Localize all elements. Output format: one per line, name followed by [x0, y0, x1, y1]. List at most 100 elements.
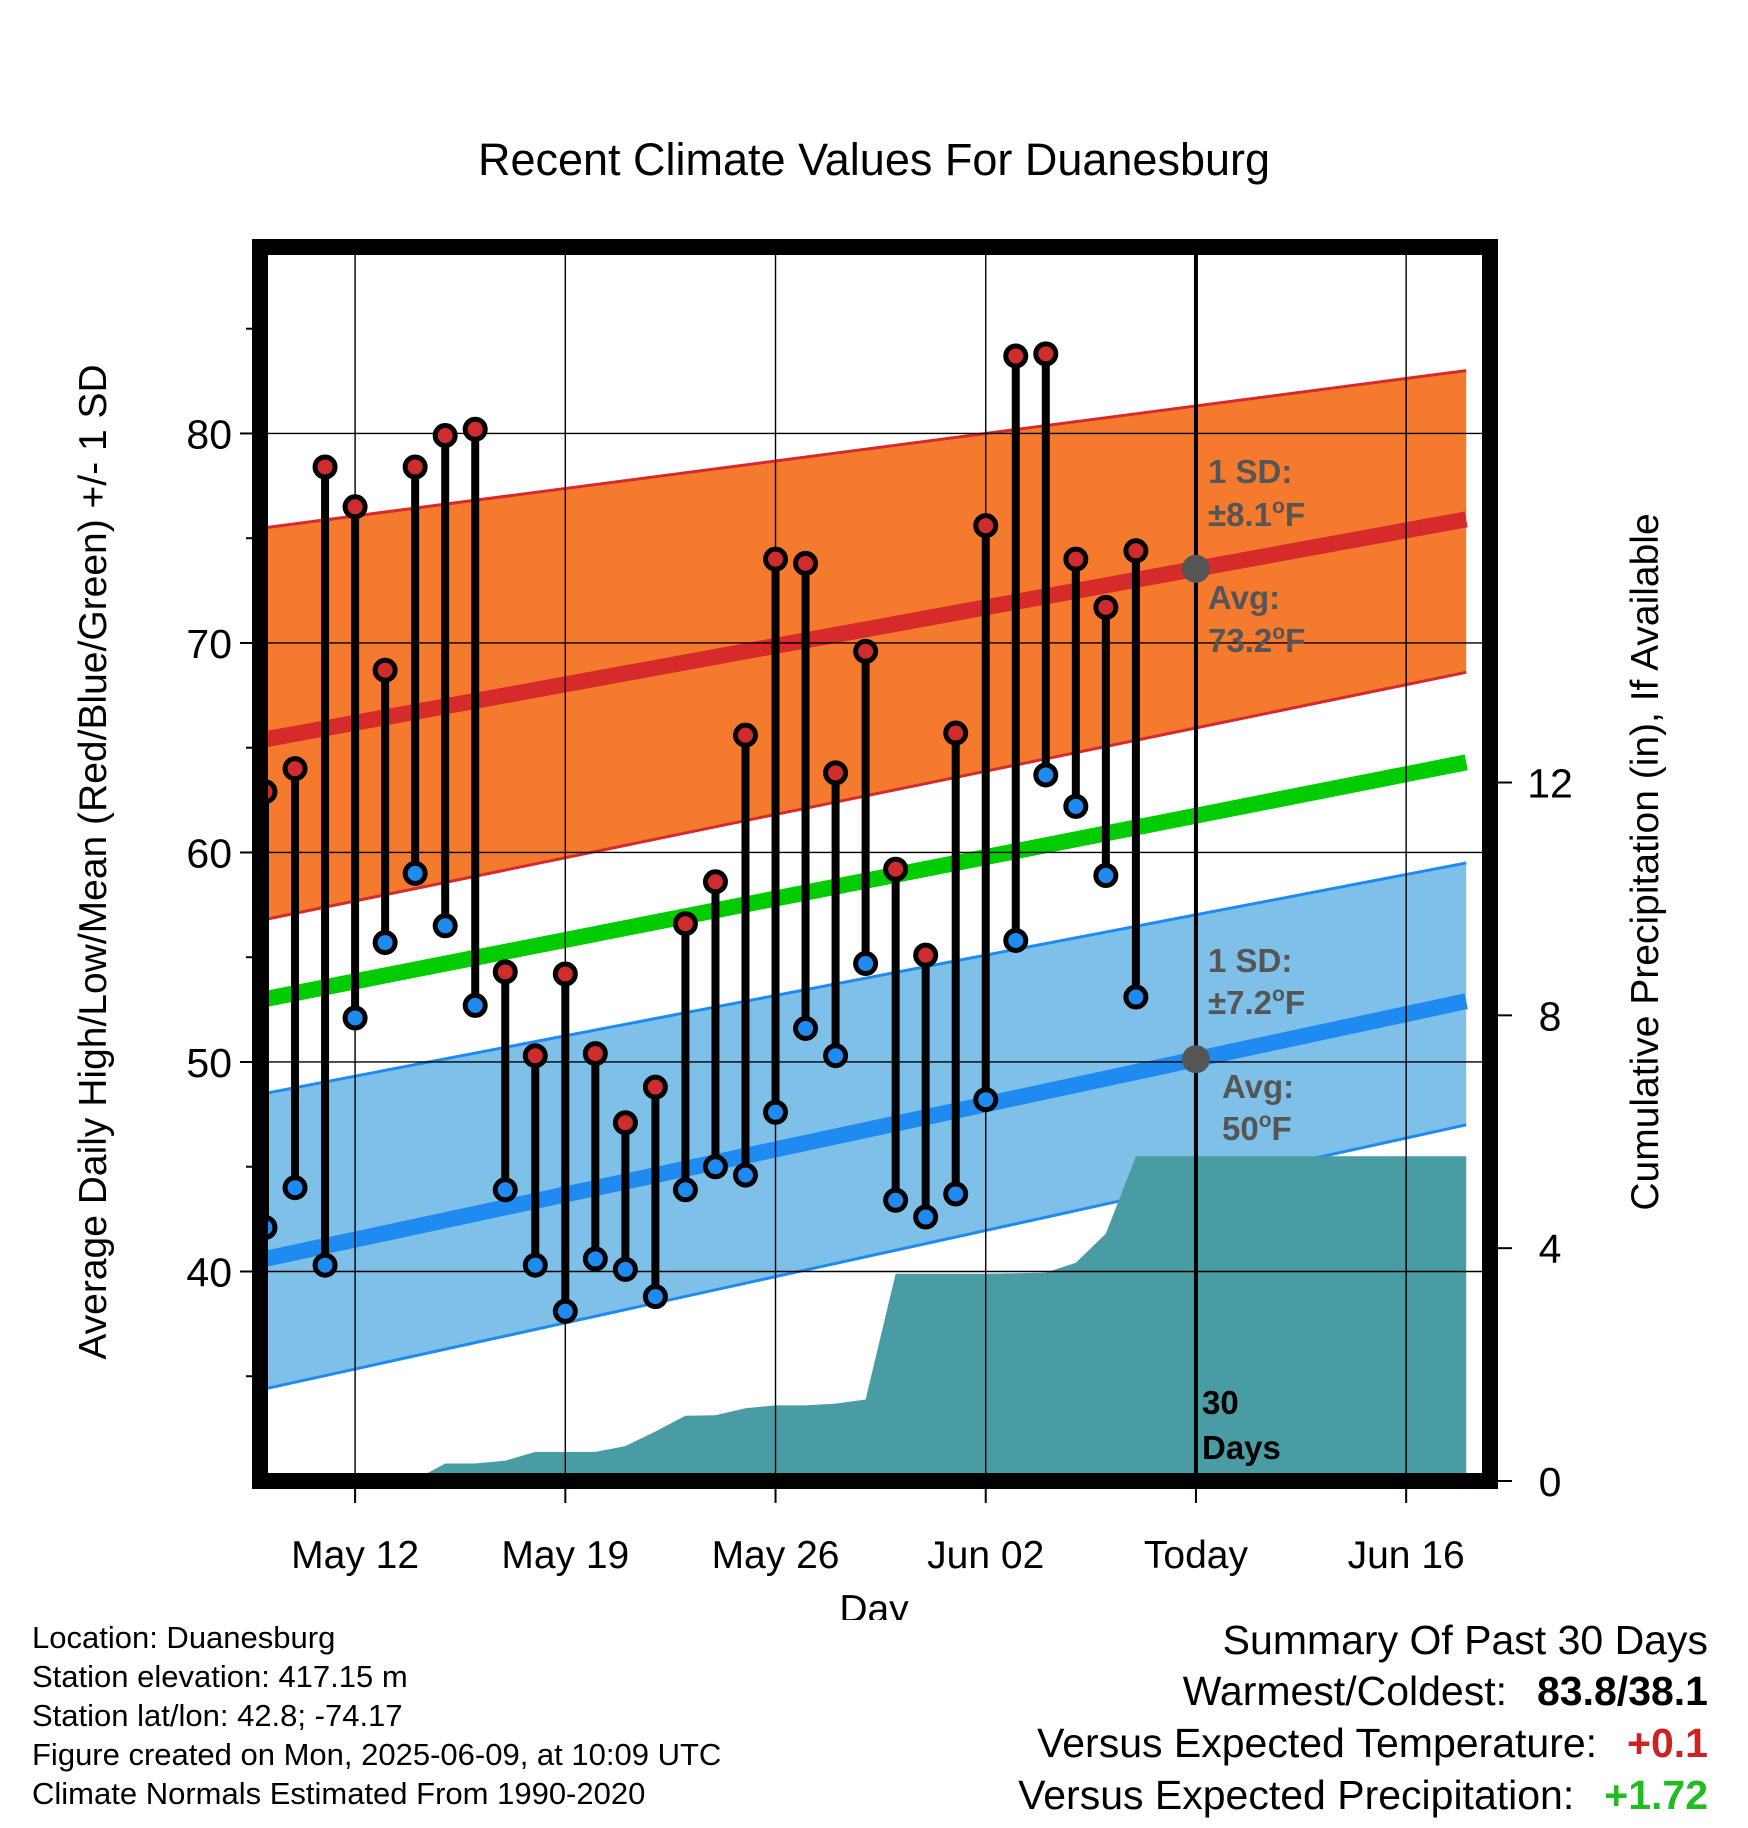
daily-high-point: [732, 722, 758, 748]
daily-high-point: [342, 494, 368, 520]
created-text: Figure created on Mon, 2025-06-09, at 10…: [32, 1737, 722, 1772]
y2-axis-label: Cumulative Precipitation (in), If Availa…: [1624, 513, 1667, 1210]
daily-high-point: [462, 416, 488, 442]
daily-low-point: [793, 1015, 819, 1041]
warmest-value: 83.8/38.1: [1537, 1668, 1708, 1714]
temp-diff-value: +0.1: [1627, 1720, 1708, 1766]
x-tick-label: May 19: [501, 1534, 629, 1577]
precip-diff-value: +1.72: [1604, 1772, 1708, 1818]
chart-title: Recent Climate Values For Duanesburg: [478, 134, 1270, 185]
x-axis-label: Day: [839, 1588, 909, 1620]
daily-low-point: [402, 860, 428, 886]
daily-low-point: [462, 992, 488, 1018]
summary-title: Summary Of Past 30 Days: [1222, 1617, 1708, 1663]
x-tick-label: May 12: [291, 1534, 419, 1577]
plot-frame: [252, 239, 1498, 1489]
y2-tick-label: 4: [1539, 1226, 1562, 1272]
average-high-line: [263, 511, 1468, 748]
daily-high-point: [1093, 594, 1119, 620]
daily-low-point: [522, 1252, 548, 1278]
daily-high-point: [883, 856, 909, 882]
x-tick-label: Jun 16: [1348, 1534, 1465, 1577]
cumulative-precip-area: [325, 1156, 1467, 1481]
high-sd-label: 1 SD:: [1208, 453, 1292, 490]
daily-high-point: [913, 942, 939, 968]
daily-low-point: [1033, 762, 1059, 788]
daily-low-point: [582, 1246, 608, 1272]
days-count-number: 30: [1202, 1384, 1239, 1421]
daily-high-point: [1003, 343, 1029, 369]
temp-diff-label: Versus Expected Temperature:: [1037, 1720, 1598, 1766]
elevation-text: Station elevation: 417.15 m: [32, 1659, 408, 1694]
daily-low-point: [1063, 793, 1089, 819]
low-sd-upper-line: [264, 861, 1467, 1095]
daily-high-point: [552, 961, 578, 987]
high-sd-value: ±8.1oF: [1208, 495, 1305, 533]
daily-high-point: [582, 1041, 608, 1067]
daily-high-point: [402, 454, 428, 480]
y-tick-label: 50: [186, 1040, 232, 1086]
climate-chart: Recent Climate Values For Duanesburg 1 S…: [72, 134, 1667, 1620]
today-low-avg-marker: [1181, 1045, 1210, 1074]
daily-high-point: [282, 756, 308, 782]
daily-low-point: [492, 1177, 518, 1203]
daily-high-point: [1063, 546, 1089, 572]
low-sd-value: ±7.2oF: [1208, 983, 1305, 1021]
station-info: Location: Duanesburg Station elevation: …: [32, 1618, 721, 1813]
summary-precip-row: Versus Expected Precipitation: +1.72: [1018, 1772, 1708, 1819]
location-text: Location: Duanesburg: [32, 1620, 336, 1655]
x-tick-label: Jun 02: [927, 1534, 1044, 1577]
daily-high-point: [763, 546, 789, 572]
summary-warmest-row: Warmest/Coldest: 83.8/38.1: [1183, 1668, 1708, 1715]
daily-low-point: [732, 1162, 758, 1188]
daily-high-point: [853, 638, 879, 664]
y-axis-label: Average Daily High/Low/Mean (Red/Blue/Gr…: [72, 364, 115, 1359]
daily-low-point: [913, 1204, 939, 1230]
daily-low-point: [823, 1043, 849, 1069]
daily-low-point: [702, 1154, 728, 1180]
daily-high-point: [522, 1043, 548, 1069]
y2-tick-label: 12: [1527, 761, 1573, 807]
daily-low-point: [943, 1181, 969, 1207]
x-tick-label: May 26: [712, 1534, 840, 1577]
y-tick-label: 40: [186, 1249, 232, 1295]
daily-low-point: [432, 913, 458, 939]
daily-high-point: [372, 657, 398, 683]
daily-low-point: [1003, 927, 1029, 953]
normals-text: Climate Normals Estimated From 1990-2020: [32, 1776, 646, 1811]
daily-low-point: [642, 1284, 668, 1310]
daily-high-point: [612, 1110, 638, 1136]
summary-temp-row: Versus Expected Temperature: +0.1: [1037, 1720, 1708, 1767]
daily-low-point: [342, 1005, 368, 1031]
daily-high-point: [492, 959, 518, 985]
low-avg-value: 50oF: [1222, 1109, 1292, 1147]
daily-high-point: [973, 513, 999, 539]
daily-low-point: [973, 1087, 999, 1113]
warmest-label: Warmest/Coldest:: [1182, 1668, 1507, 1714]
y-tick-label: 60: [186, 830, 232, 876]
y2-tick-label: 0: [1539, 1459, 1562, 1505]
high-avg-value: 73.2oF: [1208, 621, 1305, 659]
y-tick-label: 80: [186, 411, 232, 457]
daily-low-point: [282, 1175, 308, 1201]
daily-low-point: [312, 1252, 338, 1278]
daily-low-point: [1123, 984, 1149, 1010]
low-sd-label: 1 SD:: [1208, 942, 1292, 979]
plot-area: 1 SD: ±8.1oF Avg: 73.2oF 1 SD: ±7.2oF Avg: 50oF…: [186, 239, 1573, 1577]
high-avg-label: Avg:: [1208, 579, 1280, 616]
daily-high-point: [823, 760, 849, 786]
daily-low-point: [672, 1177, 698, 1203]
daily-low-point: [612, 1256, 638, 1282]
daily-high-point: [642, 1074, 668, 1100]
daily-high-point: [312, 454, 338, 480]
daily-low-point: [883, 1187, 909, 1213]
average-low-line: [263, 993, 1468, 1267]
daily-high-point: [432, 423, 458, 449]
low-avg-label: Avg:: [1222, 1068, 1294, 1105]
daily-high-point: [702, 869, 728, 895]
daily-high-point: [793, 550, 819, 576]
daily-low-point: [853, 951, 879, 977]
daily-high-point: [672, 911, 698, 937]
latlon-text: Station lat/lon: 42.8; -74.17: [32, 1698, 403, 1733]
y-tick-label: 70: [186, 621, 232, 667]
